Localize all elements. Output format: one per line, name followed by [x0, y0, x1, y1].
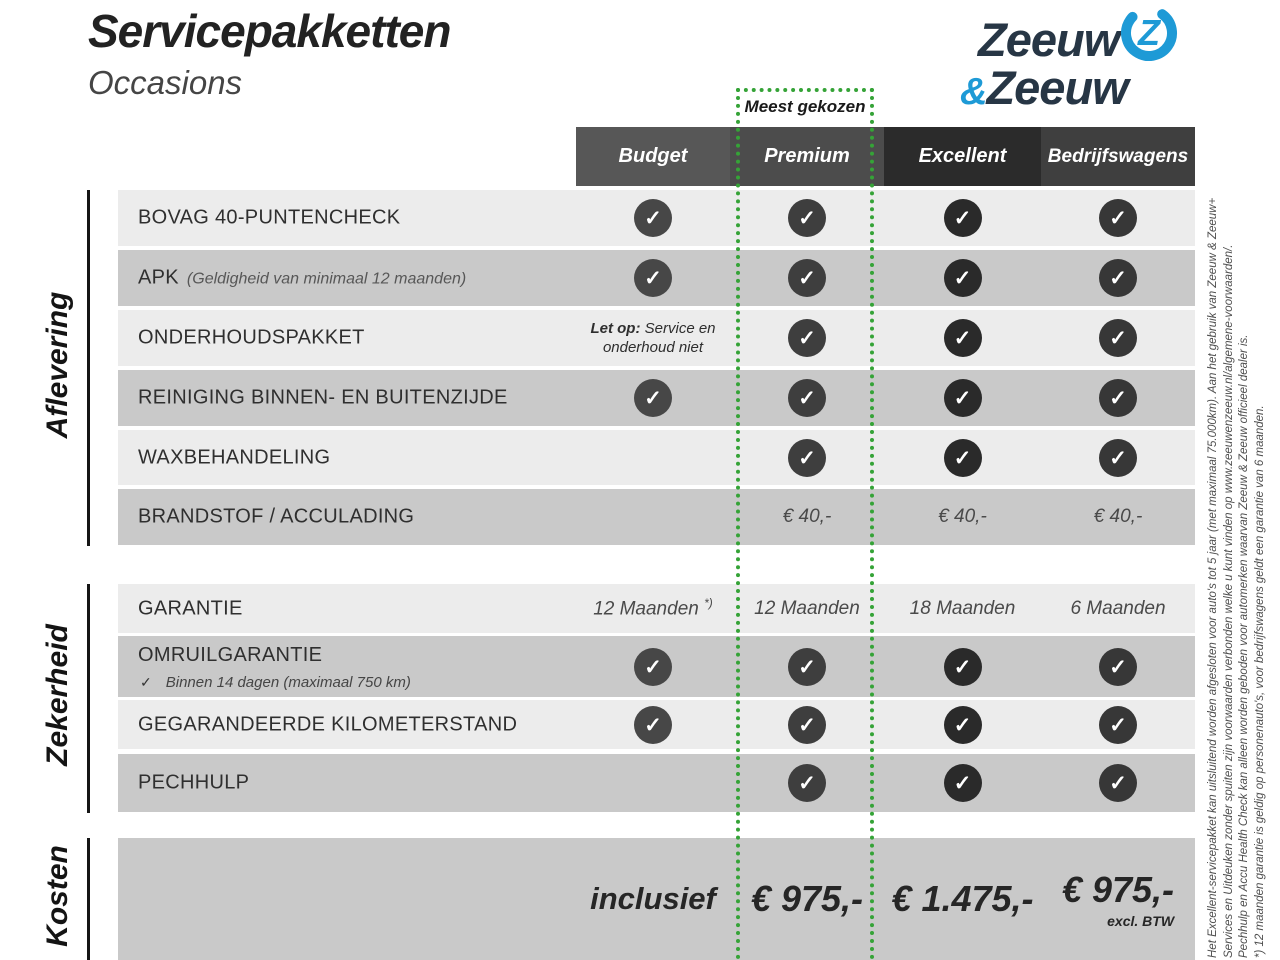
check-icon: [788, 199, 826, 237]
table-row-kilometerstand: GEGARANDEERDE KILOMETERSTAND: [118, 700, 1195, 749]
logo-ampersand: &: [960, 71, 987, 113]
row-label: ONDERHOUDSPAKKET: [138, 326, 365, 349]
check-icon: [1099, 379, 1137, 417]
cell-value: € 40,-: [1093, 506, 1143, 527]
row-note: Binnen 14 dagen (maximaal 750 km): [140, 674, 411, 691]
check-icon: [943, 764, 982, 802]
most-chosen-label: Meest gekozen: [744, 97, 866, 116]
footnote-block: Het Excellent-servicepakket kan uitsluit…: [1206, 118, 1268, 958]
row-label: BOVAG 40-PUNTENCHECK: [138, 206, 401, 229]
footnote-line: Pechhulp en Accu Health Check kan alleen…: [1238, 334, 1250, 959]
check-icon: [943, 705, 982, 744]
row-note: (Geldigheid van minimaal 12 maanden): [186, 270, 467, 288]
table-row-kosten: inclusief € 975,- € 1.475,- € 975,- excl…: [118, 838, 1195, 960]
price-note: excl. BTW: [1107, 913, 1175, 929]
check-icon: [788, 764, 826, 802]
cell-value: 18 Maanden: [909, 597, 1016, 619]
logo-word-1: Zeeuw: [978, 13, 1120, 66]
price-bedrijfswagens: € 975,-: [1061, 869, 1175, 910]
check-icon: [634, 259, 672, 297]
logo-word-2-text: Zeeuw: [986, 61, 1128, 114]
footnote-line: Services en Uitdeuken zonder spuiten zij…: [1222, 244, 1235, 958]
check-icon: [788, 319, 826, 357]
row-label: BRANDSTOF / ACCULADING: [138, 505, 415, 528]
footnote-line: *) 12 maanden garantie is geldig op pers…: [1253, 405, 1266, 958]
column-header-bedrijfswagens: Bedrijfswagens: [1041, 127, 1195, 186]
check-icon: [943, 438, 982, 477]
check-icon: [1099, 319, 1137, 357]
page-title: Servicepakketten: [88, 5, 451, 57]
check-icon: [1099, 764, 1137, 802]
check-icon: [943, 259, 982, 297]
table-row-bovag: BOVAG 40-PUNTENCHECK: [118, 190, 1195, 246]
table-row-garantie: GARANTIE 12 Maanden *) 12 Maanden 18 Maa…: [118, 584, 1195, 633]
section-label-aflevering: Aflevering: [41, 291, 74, 439]
column-header-excellent: Excellent: [884, 127, 1041, 186]
cell-value: € 40,-: [938, 506, 987, 527]
svg-text:Z: Z: [1137, 12, 1162, 53]
page-subtitle: Occasions: [88, 64, 243, 101]
check-icon: [1099, 438, 1137, 477]
check-icon: [943, 199, 982, 237]
row-label: GARANTIE: [138, 597, 243, 619]
table-row-apk: APK (Geldigheid van minimaal 12 maanden): [118, 250, 1195, 306]
check-icon: [140, 674, 152, 690]
table-row-reiniging: REINIGING BINNEN- EN BUITENZIJDE: [118, 370, 1195, 426]
check-icon: [1099, 199, 1137, 237]
check-icon: [788, 259, 826, 297]
check-icon: [788, 705, 826, 744]
row-label: OMRUILGARANTIE: [138, 644, 323, 666]
row-label: WAXBEHANDELING: [138, 446, 331, 468]
row-label: REINIGING BINNEN- EN BUITENZIJDE: [138, 386, 508, 409]
cell-value: 12 Maanden: [754, 597, 860, 619]
check-icon: [788, 379, 826, 417]
check-icon: [634, 199, 672, 237]
check-icon: [634, 379, 672, 417]
check-icon: [943, 647, 982, 686]
logo-word-2: &Zeeuw: [960, 60, 1129, 115]
cell-value: 12 Maanden *): [593, 596, 713, 620]
price-excellent: € 1.475,-: [891, 878, 1034, 919]
check-icon: [634, 705, 672, 744]
price-premium: € 975,-: [750, 878, 864, 919]
column-header-budget: Budget: [576, 127, 730, 186]
section-line-aflevering: [87, 190, 90, 546]
brand-logo: Zeeuw Z &Zeeuw: [960, 5, 1200, 121]
check-icon: [788, 438, 826, 477]
check-icon: [943, 319, 982, 357]
check-icon: [1099, 647, 1137, 686]
table-row-omruilgarantie: OMRUILGARANTIE Binnen 14 dagen (maximaal…: [118, 636, 1195, 697]
column-header-premium: Premium: [730, 127, 884, 186]
price-budget: inclusief: [590, 881, 716, 916]
table-row-pechhulp: PECHHULP: [118, 754, 1195, 812]
logo-z-swoosh-icon: Z: [1121, 5, 1177, 61]
cell-value: € 40,-: [782, 506, 832, 527]
check-icon: [1099, 259, 1137, 297]
check-icon: [788, 647, 826, 686]
row-label: GEGARANDEERDE KILOMETERSTAND: [138, 713, 518, 735]
footnote-line: Het Excellent-servicepakket kan uitsluit…: [1207, 197, 1219, 958]
table-row-waxbehandeling: WAXBEHANDELING: [118, 430, 1195, 485]
footnote-marker: *): [704, 596, 713, 611]
table-row-onderhoudspakket: ONDERHOUDSPAKKET Let op: Service en onder…: [118, 310, 1195, 366]
check-icon: [1099, 705, 1137, 744]
section-line-zekerheid: [87, 584, 90, 813]
cell-value: 6 Maanden: [1070, 597, 1166, 619]
check-icon: [943, 379, 982, 417]
table-row-brandstof: BRANDSTOF / ACCULADING € 40,- € 40,- € 4…: [118, 489, 1195, 545]
row-label: APK: [138, 266, 179, 289]
check-icon: [634, 647, 672, 686]
budget-warning: Let op: Service en onderhoud niet: [590, 320, 716, 356]
warning-prefix: Let op:: [590, 320, 641, 337]
row-label: PECHHULP: [138, 771, 250, 794]
section-label-kosten: Kosten: [41, 845, 74, 947]
section-line-kosten: [87, 838, 90, 960]
